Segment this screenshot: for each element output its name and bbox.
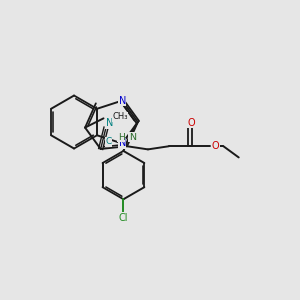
- Text: H: H: [118, 133, 124, 142]
- Text: N: N: [129, 133, 136, 142]
- Text: O: O: [211, 141, 219, 151]
- Text: C: C: [105, 137, 112, 146]
- Text: CH₃: CH₃: [112, 112, 128, 122]
- Text: Cl: Cl: [119, 213, 128, 223]
- Text: N: N: [106, 118, 113, 128]
- Text: N: N: [118, 96, 126, 106]
- Text: O: O: [188, 118, 195, 128]
- Text: N: N: [118, 139, 126, 148]
